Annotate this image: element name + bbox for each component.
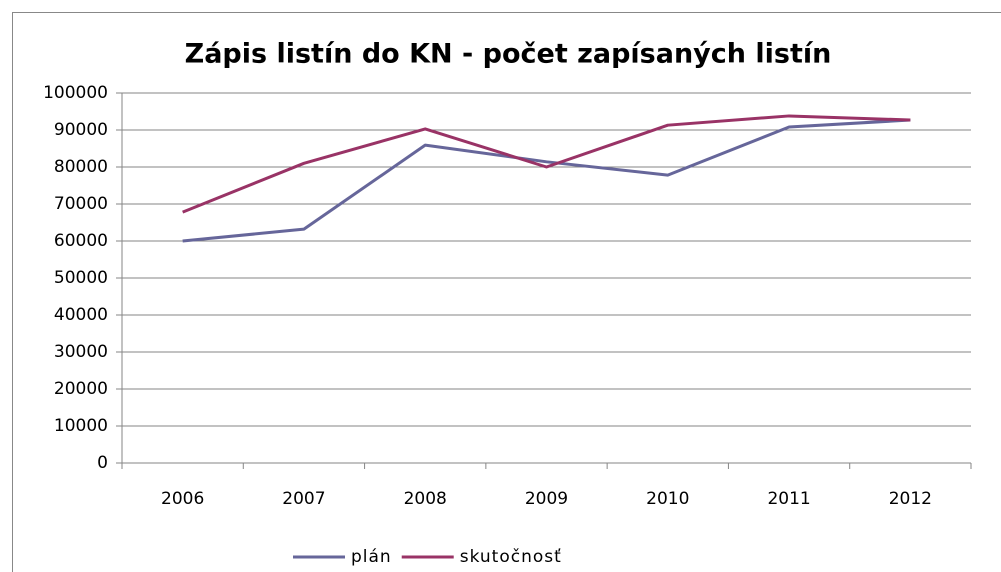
legend-label: skutočnosť [460,547,562,567]
legend-label: plán [351,547,392,567]
series-line [182,114,911,214]
x-tick-label: 2006 [161,489,204,509]
series-line [182,118,911,243]
y-tick-label: 70000 [54,194,108,214]
chart-title: Zápis listín do KN - počet zapísaných li… [185,39,832,70]
y-tick-label: 100000 [43,83,108,103]
y-tick-label: 50000 [54,268,108,288]
y-tick-label: 90000 [54,120,108,140]
x-tick-label: 2007 [282,489,325,509]
y-tick-label: 40000 [54,305,108,325]
x-tick-label: 2008 [404,489,447,509]
y-tick-label: 0 [97,453,108,473]
chart-frame [12,12,1001,572]
y-tick-label: 20000 [54,379,108,399]
x-tick-label: 2009 [525,489,568,509]
y-tick-label: 60000 [54,231,108,251]
x-tick-label: 2012 [889,489,932,509]
y-tick-label: 80000 [54,157,108,177]
y-tick-label: 10000 [54,416,108,436]
x-tick-label: 2011 [767,489,810,509]
x-tick-label: 2010 [646,489,689,509]
y-tick-label: 30000 [54,342,108,362]
